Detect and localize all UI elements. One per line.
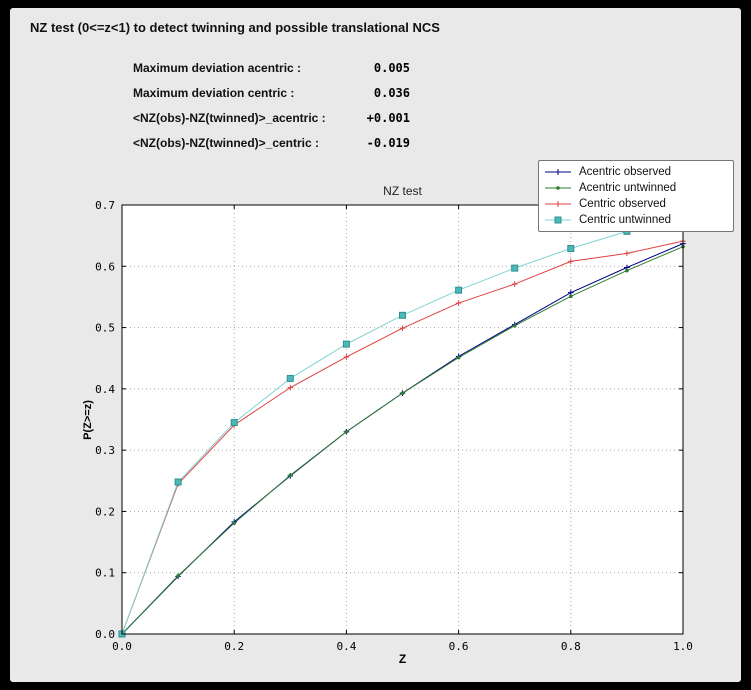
legend-line-sample-icon: [545, 169, 571, 175]
svg-text:0.4: 0.4: [95, 383, 115, 396]
svg-text:0.1: 0.1: [95, 567, 115, 580]
page-title: NZ test (0<=z<1) to detect twinning and …: [30, 20, 440, 35]
legend-label: Centric observed: [579, 198, 666, 210]
stat-row-mean-diff-acentric: <NZ(obs)-NZ(twinned)>_acentric : +0.001: [10, 108, 741, 133]
plot-window: NZ test (0<=z<1) to detect twinning and …: [10, 8, 741, 682]
legend-label: Centric untwinned: [579, 214, 672, 226]
stat-label: <NZ(obs)-NZ(twinned)>_centric :: [133, 136, 320, 150]
legend-label: Acentric untwinned: [579, 182, 677, 194]
legend-label: Acentric observed: [579, 166, 672, 178]
chart-area: NZ test 0.0 0.2 0.4 0.6 0.8 1.0 0.0 0.1 0.2 0.3 0.…: [10, 150, 741, 682]
nz-test-plot: 0.0 0.2 0.4 0.6 0.8 1.0 0.0 0.1 0.2 0.3 0.4 0.5 0.6 0…: [95, 199, 693, 653]
stat-value: +0.001: [366, 111, 410, 125]
stat-row-max-deviation-centric: Maximum deviation centric : 0.036: [10, 83, 741, 108]
y-axis-label: P(Z>=z): [82, 400, 94, 440]
svg-text:0.0: 0.0: [95, 628, 115, 641]
svg-text:0.7: 0.7: [95, 199, 115, 212]
legend-entry-acentric-observed: Acentric observed: [543, 164, 729, 180]
legend-entry-acentric-untwinned: Acentric untwinned: [543, 180, 729, 196]
legend-line-sample-icon: [545, 201, 571, 207]
svg-text:0.5: 0.5: [95, 322, 115, 335]
legend-entry-centric-observed: Centric observed: [543, 196, 729, 212]
stat-row-max-deviation-acentric: Maximum deviation acentric : 0.005: [10, 58, 741, 83]
x-axis-label: Z: [398, 652, 407, 666]
svg-text:0.3: 0.3: [95, 444, 115, 457]
svg-text:0.2: 0.2: [95, 505, 115, 518]
stat-value: -0.019: [366, 136, 410, 150]
chart-legend: Acentric observed Acentric untwinned Cen…: [538, 160, 734, 232]
svg-text:0.2: 0.2: [224, 640, 244, 653]
stat-row-mean-diff-centric: <NZ(obs)-NZ(twinned)>_centric : -0.019: [10, 133, 741, 158]
svg-text:0.6: 0.6: [95, 260, 115, 273]
svg-text:0.8: 0.8: [561, 640, 581, 653]
stat-value: 0.005: [373, 61, 410, 75]
stat-label: Maximum deviation acentric :: [133, 61, 302, 75]
svg-text:0.0: 0.0: [112, 640, 132, 653]
stats-block: Maximum deviation acentric : 0.005 Maxim…: [10, 58, 741, 158]
svg-text:0.4: 0.4: [336, 640, 356, 653]
stat-label: <NZ(obs)-NZ(twinned)>_acentric :: [133, 111, 326, 125]
chart-title: NZ test: [383, 184, 422, 198]
legend-line-sample-icon: [545, 216, 571, 224]
stat-value: 0.036: [373, 86, 410, 100]
svg-text:0.6: 0.6: [449, 640, 469, 653]
legend-line-sample-icon: [545, 186, 571, 190]
svg-text:1.0: 1.0: [673, 640, 693, 653]
legend-entry-centric-untwinned: Centric untwinned: [543, 212, 729, 228]
stat-label: Maximum deviation centric :: [133, 86, 295, 100]
